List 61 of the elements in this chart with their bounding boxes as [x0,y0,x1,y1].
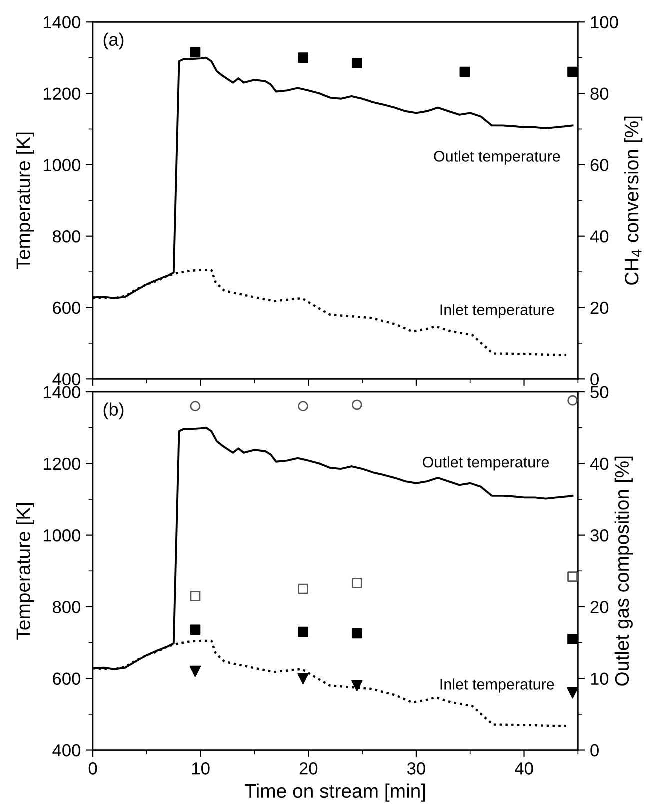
point [190,591,201,602]
point [190,666,202,678]
annotation: (b) [104,402,124,420]
point [568,66,578,78]
annotation: Inlet temperature [440,678,554,693]
point [460,66,470,78]
y2-tick-label: 30 [590,529,609,542]
y2-tick-label: 80 [590,88,609,100]
point [190,401,201,412]
x-tick-label: 0 [88,762,98,775]
point [298,401,308,412]
x-tick-label: 30 [407,762,426,775]
point [352,58,362,68]
y-tick-label: 1400 [44,16,81,29]
point [298,626,308,638]
y2-tick-label: 100 [591,16,618,29]
x-tick-label: 40 [515,762,534,775]
y2-axis-title: CH$_{4}$ conversion [%] [624,116,643,285]
y2-tick-label: 0 [590,744,599,757]
annotation: (a) [104,32,124,50]
y-tick-label: 1400 [44,386,81,398]
annotation: Outlet temperature [423,456,550,471]
y2-tick-label: 10 [591,672,609,686]
y2-tick-label: 20 [590,302,609,314]
y-axis-title: Temperature [K] [16,132,34,270]
point [298,673,309,684]
point [568,395,578,406]
y2-tick-label: 50 [590,386,609,398]
y-tick-label: 1200 [44,458,81,470]
y-tick-label: 1200 [44,88,81,100]
y-tick-label: 600 [53,672,81,686]
point [567,687,578,699]
y-tick-label: 1000 [44,529,81,542]
y2-tick-label: 40 [590,230,609,243]
x-axis-title: Time on stream [min] [245,784,426,802]
annotation: Inlet temperature [440,304,554,318]
y-tick-label: 800 [53,230,81,243]
point [352,680,363,692]
y2-axis-title: Outlet gas composition [%] [614,456,633,686]
point [190,624,201,636]
point [352,578,362,589]
point [568,572,578,582]
y-tick-label: 400 [52,744,81,757]
point [298,584,308,594]
y-tick-label: 800 [53,601,81,614]
point [298,52,308,64]
y2-tick-label: 20 [590,601,609,614]
y-tick-label: 400 [52,373,81,386]
y-tick-label: 600 [53,302,81,314]
y2-tick-label: 40 [590,458,609,470]
point [352,628,362,639]
y2-tick-label: 60 [590,159,609,172]
annotation: Outlet temperature [434,150,560,165]
point [352,400,362,410]
point [568,634,578,644]
y-axis-title: Temperature [K] [16,503,34,640]
x-tick-label: 10 [192,762,210,775]
point [190,47,201,58]
x-tick-label: 20 [300,762,318,775]
y-tick-label: 1000 [44,159,81,172]
y2-tick-label: 0 [590,373,599,386]
